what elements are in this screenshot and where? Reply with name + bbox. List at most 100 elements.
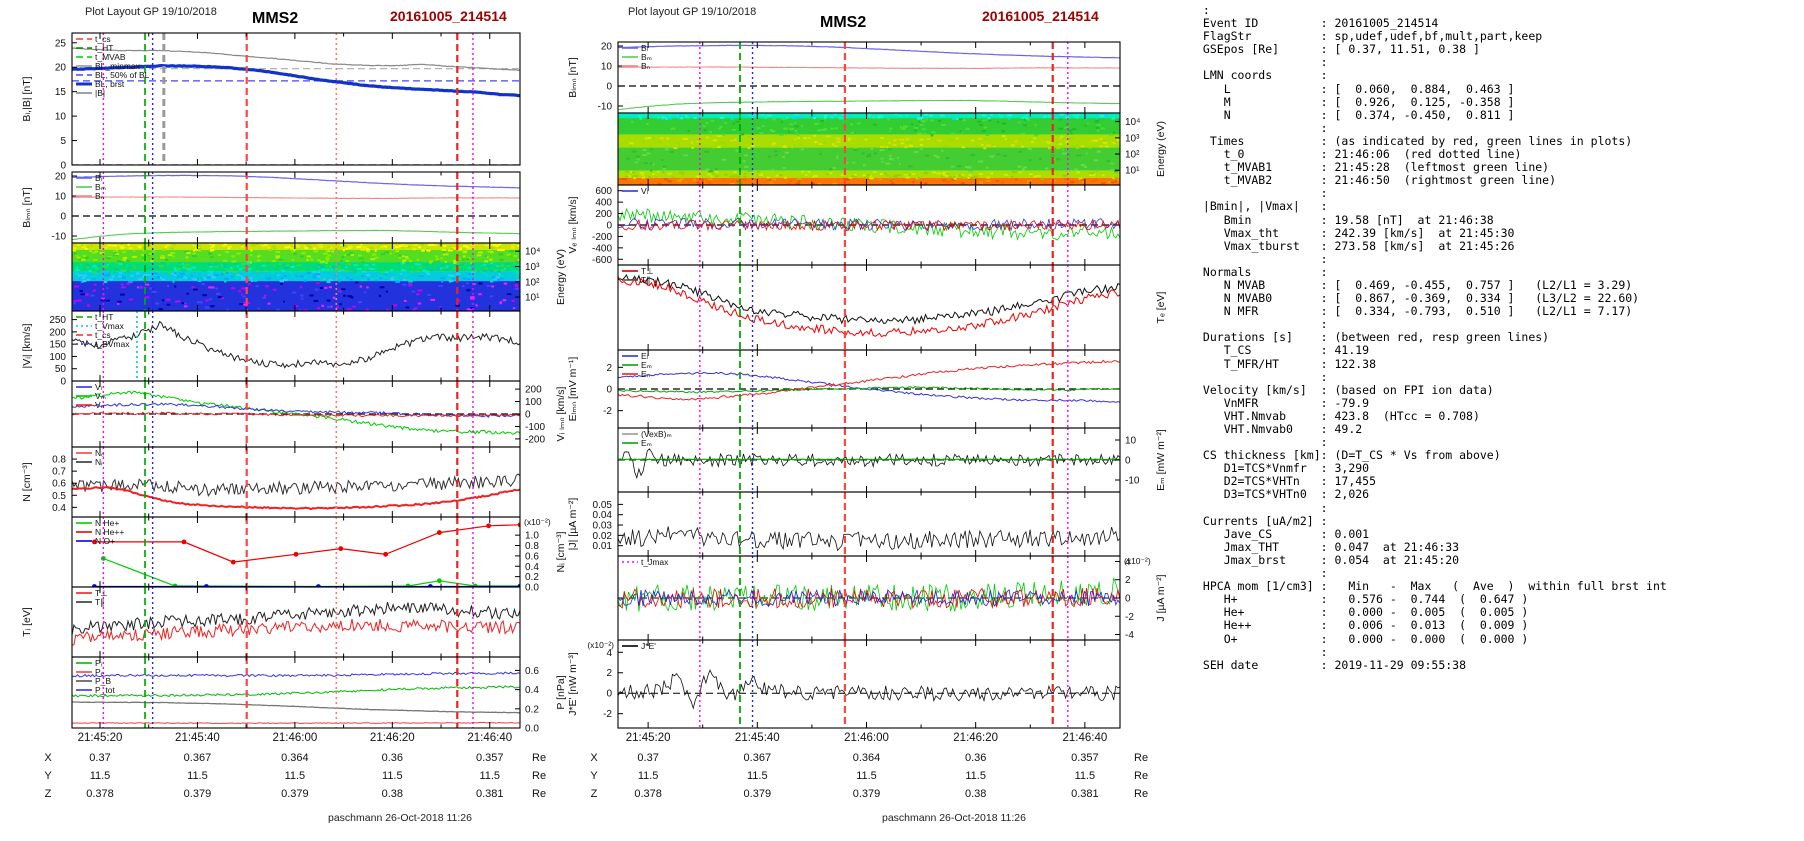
svg-text:10⁴: 10⁴: [1125, 117, 1140, 128]
panel-middle-j-lmn: 4 2 0 -2 -4 J [µA m⁻²] (x10⁻²) t_Jmax: [617, 555, 1167, 641]
position-value: 0.367: [184, 752, 212, 764]
position-value: 11.5: [382, 770, 403, 782]
svg-text:250: 250: [49, 315, 66, 326]
series-line: [72, 320, 520, 369]
middle-figure-title: MMS2: [820, 14, 867, 31]
panel-middle-j-mag: 0.050.040.030.020.01 |J| [µA m⁻²]: [567, 491, 1121, 557]
position-unit: Re: [1134, 788, 1148, 800]
axis-label: Bₗₘₙ [nT]: [567, 57, 579, 98]
legend-entry: T⊥: [95, 588, 108, 598]
position-value: 0.379: [184, 788, 212, 800]
svg-text:-2: -2: [603, 406, 612, 417]
series-line: [72, 701, 520, 714]
position-value: 0.357: [1071, 752, 1099, 764]
legend-entry: P_B: [95, 676, 111, 686]
position-value: 11.5: [187, 770, 208, 782]
time-tick-label: 21:45:20: [626, 732, 671, 744]
legend-entry: Bₘ: [95, 182, 107, 192]
legend-entry: N O+: [95, 536, 115, 546]
series-line: [72, 721, 520, 725]
legend-entry: t_Jmax: [641, 557, 669, 567]
position-value: 0.378: [634, 788, 662, 800]
position-value: 11.5: [965, 770, 986, 782]
svg-text:0: 0: [60, 377, 66, 388]
svg-text:-10: -10: [1125, 476, 1140, 487]
axis-label: |J| [µA m⁻²]: [567, 498, 579, 551]
panel-middle-jdote: 4 2 0 -2 J*E' [nW m⁻³] (x10⁻²) J*E': [567, 639, 1121, 729]
svg-text:150: 150: [49, 340, 66, 351]
series-line: [72, 174, 520, 189]
svg-text:0.0: 0.0: [525, 724, 539, 735]
series-line: [72, 671, 520, 678]
svg-text:10³: 10³: [1125, 133, 1140, 144]
position-unit: Re: [532, 770, 546, 782]
legend-entry: Eₘ: [641, 360, 653, 370]
series-line: [72, 196, 520, 200]
svg-text:0.4: 0.4: [525, 685, 539, 696]
legend-entry: N He++: [95, 527, 124, 537]
svg-text:15: 15: [55, 87, 67, 98]
legend-entry: Vₘ: [95, 391, 107, 401]
position-value: 0.357: [476, 752, 504, 764]
legend-entry: T⊥: [641, 266, 654, 276]
legend-entry: BL_minmax: [95, 61, 141, 71]
position-value: 0.379: [281, 788, 309, 800]
svg-text:2: 2: [606, 363, 612, 374]
panel-left-ti: Tᵢ [eV] T⊥T∥: [21, 586, 521, 658]
position-value: 0.36: [382, 752, 403, 764]
legend-entry: Bₗ: [95, 173, 103, 183]
position-value: 11.5: [747, 770, 768, 782]
svg-text:-2: -2: [1125, 612, 1134, 623]
legend-entry: Nᵢ: [95, 457, 102, 467]
position-row-label: X: [44, 752, 52, 764]
legend-entry: t_cs: [95, 34, 111, 44]
series-line: [618, 66, 1120, 70]
svg-text:2: 2: [606, 668, 612, 679]
svg-text:0.0: 0.0: [525, 583, 539, 594]
position-unit: Re: [1134, 770, 1148, 782]
legend-entry: T∥: [641, 275, 650, 285]
series-line: [72, 685, 520, 698]
axis-label: |Vᵢ| [km/s]: [21, 323, 33, 368]
svg-text:400: 400: [595, 198, 612, 209]
legend-entry: BL, brst: [95, 79, 125, 89]
axis-label: Energy (eV): [555, 249, 567, 305]
series-line: [72, 229, 520, 241]
legend-entry: Pᵢ: [95, 658, 102, 668]
svg-text:0.7: 0.7: [52, 467, 66, 478]
legend-entry: t_BVmax: [95, 339, 130, 349]
svg-text:10: 10: [1125, 436, 1137, 447]
svg-text:0.03: 0.03: [593, 521, 613, 532]
legend-entry: t_cs: [95, 330, 111, 340]
panel-middle-te: Tₑ [eV] T⊥T∥: [617, 264, 1167, 351]
time-tick-label: 21:46:20: [370, 732, 415, 744]
position-value: 0.38: [382, 788, 403, 800]
svg-text:0: 0: [606, 82, 612, 93]
svg-text:1.0: 1.0: [525, 531, 539, 542]
series-line: [72, 63, 520, 98]
svg-text:0: 0: [525, 410, 531, 421]
axis-label: N [cm⁻³]: [21, 462, 33, 501]
position-value: 0.381: [1071, 788, 1099, 800]
series-line: [618, 275, 1120, 338]
legend-entry: J*E': [641, 641, 656, 651]
middle-figure-event-id: 20161005_214514: [982, 8, 1099, 24]
svg-text:0.05: 0.05: [593, 500, 613, 511]
svg-text:-100: -100: [525, 422, 545, 433]
legend-entry: BL, 50% of BL: [95, 70, 150, 80]
position-row-label: X: [590, 752, 598, 764]
svg-text:-10: -10: [52, 232, 67, 243]
svg-text:20: 20: [55, 172, 67, 183]
axis-label: J*E' [nW m⁻³]: [567, 652, 579, 716]
svg-text:(x10⁻²): (x10⁻²): [524, 517, 551, 527]
position-value: 0.364: [853, 752, 881, 764]
svg-text:0.6: 0.6: [52, 479, 66, 490]
time-tick-label: 21:46:40: [1062, 732, 1107, 744]
legend-entry: t_Vmax: [95, 321, 125, 331]
svg-text:10⁴: 10⁴: [525, 247, 540, 258]
svg-text:0.4: 0.4: [525, 562, 539, 573]
